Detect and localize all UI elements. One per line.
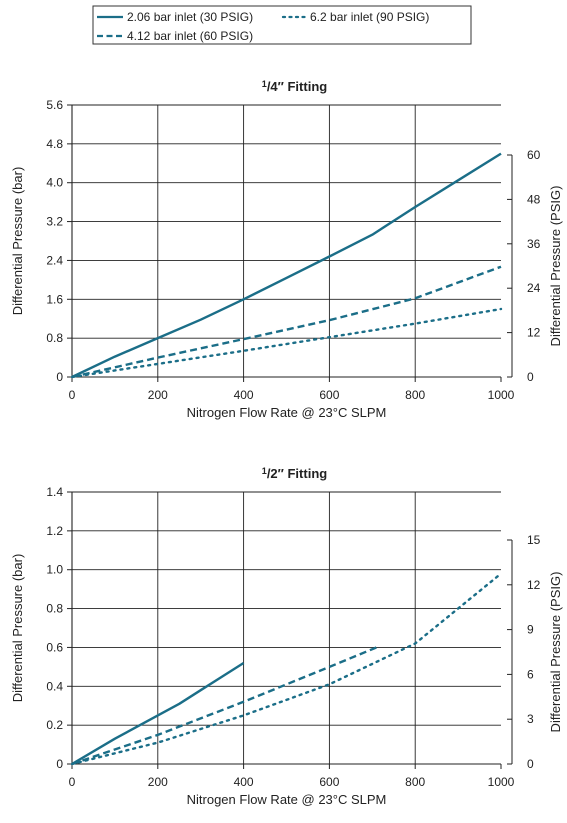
y-tick-label: 0.6 [46,640,63,654]
x-tick-label: 0 [69,388,76,402]
y2-tick-label: 12 [527,326,541,340]
x-tick-label: 1000 [488,388,515,402]
x-tick-label: 400 [234,775,254,789]
chart-title: 1/4″ Fitting [262,79,327,94]
series-line-dashed [71,265,502,379]
y-axis-label: Differential Pressure (bar) [10,167,25,316]
x-tick-label: 600 [319,388,339,402]
y-tick-label: 0 [56,370,63,384]
series-line-solid [71,152,502,379]
x-tick-label: 400 [234,388,254,402]
title-fraction-rest: /2 [267,466,278,481]
series-line-dotted [70,307,503,379]
y2-axis-label: Differential Pressure (PSIG) [548,572,563,733]
y-tick-label: 0.4 [46,679,63,693]
y-tick-label: 1.2 [46,524,63,538]
x-axis-label: Nitrogen Flow Rate @ 23°C SLPM [187,405,387,420]
y-tick-label: 1.4 [46,485,63,499]
grid [72,492,501,764]
legend-box [92,5,472,45]
y2-tick-label: 0 [527,370,534,384]
y2-tick-label: 48 [527,192,541,206]
y2-tick-label: 3 [527,712,534,726]
y-axis-label: Differential Pressure (bar) [10,554,25,703]
y-tick-label: 1.0 [46,563,63,577]
legend-label-solid: 2.06 bar inlet (30 PSIG) [127,10,253,24]
y2-tick-label: 36 [527,237,541,251]
legend-label-dashed: 4.12 bar inlet (60 PSIG) [127,29,253,43]
y2-tick-label: 6 [527,667,534,681]
x-tick-label: 800 [405,388,425,402]
series-line-dotted [70,572,503,766]
y-tick-label: 1.6 [46,292,63,306]
y-tick-label: 0.8 [46,602,63,616]
series-line-solid [71,661,245,766]
legend: 2.06 bar inlet (30 PSIG) 6.2 bar inlet (9… [92,5,472,45]
x-tick-label: 200 [148,388,168,402]
x-tick-label: 200 [148,775,168,789]
legend-label-dotted: 6.2 bar inlet (90 PSIG) [310,10,429,24]
y-tick-label: 3.2 [46,215,63,229]
y-tick-label: 4.0 [46,176,63,190]
grid [72,105,501,377]
title-suffix: ″ Fitting [278,466,328,481]
y2-tick-label: 60 [527,148,541,162]
y-tick-label: 4.8 [46,137,63,151]
y-tick-label: 5.6 [46,98,63,112]
y2-axis-label: Differential Pressure (PSIG) [548,186,563,347]
y-tick-label: 0 [56,757,63,771]
x-axis-label: Nitrogen Flow Rate @ 23°C SLPM [187,792,387,807]
y-tick-label: 0.8 [46,331,63,345]
y-tick-label: 2.4 [46,253,63,267]
y2-tick-label: 0 [527,757,534,771]
x-tick-label: 800 [405,775,425,789]
chart-title: 1/2″ Fitting [262,466,327,481]
title-suffix: ″ Fitting [278,79,328,94]
y-tick-label: 0.2 [46,718,63,732]
title-fraction-rest: /4 [267,79,279,94]
chart-panel-2: 1/2″ Fitting 0 0.2 0.4 0.6 0.8 1.0 1.2 1.4 0 200 40… [10,466,563,807]
y2-tick-label: 9 [527,623,534,637]
y2-tick-label: 12 [527,578,541,592]
x-tick-label: 1000 [488,775,515,789]
title-fraction-numerator: 1 [262,79,267,89]
series-line-dashed [71,646,378,766]
y2-tick-label: 24 [527,281,541,295]
y2-tick-label: 15 [527,533,541,547]
x-tick-label: 0 [69,775,76,789]
chart-panel-1: 1/4″ Fitting 0 0.8 1.6 2.4 3.2 4.0 4.8 5.6 0 200 40… [10,79,563,420]
x-tick-label: 600 [319,775,339,789]
title-fraction-numerator: 1 [262,466,267,476]
